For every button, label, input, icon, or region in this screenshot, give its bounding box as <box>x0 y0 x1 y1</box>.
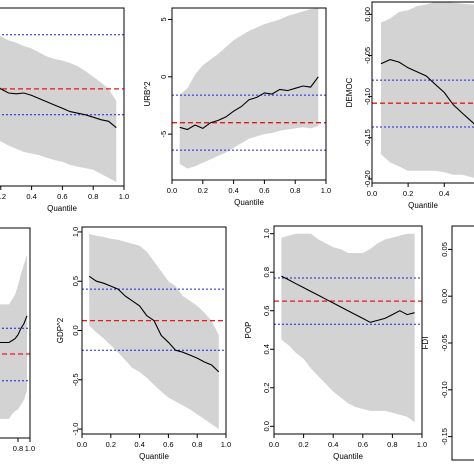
x-axis-label: Quantile <box>47 204 77 213</box>
plot-frame <box>171 7 327 181</box>
x-tick-label: 1.0 <box>221 440 231 449</box>
y-tick-label: -0.15 <box>440 428 449 445</box>
y-tick-label: -0.05 <box>440 334 449 351</box>
x-axis-label: Quantile <box>408 201 438 210</box>
plot-frame <box>371 1 474 184</box>
x-tick-label: 1.0 <box>321 186 331 195</box>
y-axis-label: URB^2 <box>143 81 152 107</box>
x-tick-label: 0.4 <box>26 192 36 201</box>
y-tick-label: 0.5 <box>71 276 80 286</box>
y-tick-label: -0.05 <box>363 47 372 64</box>
y-axis-label: GDP^2 <box>56 317 65 343</box>
x-tick-label: 0.2 <box>198 186 208 195</box>
x-tick-label: 1.0 <box>417 440 427 449</box>
y-tick-label: 0 <box>159 75 168 79</box>
plot-frame <box>0 227 31 439</box>
y-tick-label: -0.5 <box>71 373 80 386</box>
y-tick-label: -0.15 <box>363 129 372 146</box>
y-tick-label: -1.0 <box>71 423 80 436</box>
confidence-band <box>179 8 319 169</box>
x-tick-label: 0.2 <box>298 440 308 449</box>
x-tick-label: 0.4 <box>134 440 144 449</box>
y-tick-label: 0.6 <box>262 306 271 316</box>
plot-frame <box>0 7 125 187</box>
y-tick-label: 1.0 <box>71 227 80 237</box>
y-tick-label: 0.00 <box>440 289 449 304</box>
x-tick-label: 0.2 <box>403 189 413 198</box>
panel-6: 0.0 0.2 0.4 0.6 0.8 1.0 Quantile 0.0 0.2 0.4 0.6 0.… <box>244 225 427 461</box>
x-tick-label: 0.0 <box>77 440 87 449</box>
y-tick-label: 5 <box>159 17 168 21</box>
x-tick-label: 1.0 <box>119 192 129 201</box>
panel-3: 0.00.20.40.6Quantile-0.20-0.15-0.10-0.05… <box>345 1 474 210</box>
confidence-band <box>0 35 117 182</box>
panel-2: 0.0 0.2 0.4 0.6 0.8 1.0 Quantile -5 0 5 URB^2 <box>143 7 331 207</box>
x-tick-label: 0.6 <box>358 440 368 449</box>
y-tick-label: 0.4 <box>262 344 271 354</box>
x-tick-label: 0.8 <box>290 186 300 195</box>
x-tick-label: 0.2 <box>0 192 6 201</box>
confidence-band <box>0 254 27 419</box>
plot-frame <box>273 225 423 435</box>
confidence-band <box>381 2 474 178</box>
y-tick-label: 0.2 <box>262 383 271 393</box>
y-tick-label: -5 <box>159 131 168 138</box>
confidence-band <box>89 233 219 430</box>
y-axis-label: DEMOC <box>345 77 354 107</box>
plot-frame <box>451 225 474 461</box>
y-tick-label: 0.05 <box>440 242 449 257</box>
y-tick-label: -0.10 <box>440 381 449 398</box>
x-tick-label: 0.8 <box>13 444 23 453</box>
x-tick-label: 0.0 <box>269 440 279 449</box>
x-tick-label: 0.8 <box>192 440 202 449</box>
x-tick-label: 1.0 <box>25 444 35 453</box>
panel-1: 0.2 0.4 0.6 0.8 1.0 Quantile <box>0 7 129 213</box>
x-tick-label: 0.4 <box>228 186 238 195</box>
y-tick-label: -0.20 <box>363 170 372 187</box>
x-axis-label: Quantile <box>139 452 169 461</box>
x-tick-label: 0.0 <box>167 186 177 195</box>
confidence-band <box>281 233 415 423</box>
x-axis-label: Quantile <box>234 198 264 207</box>
quantile-estimate-line <box>281 275 415 323</box>
x-tick-label: 0.8 <box>387 440 397 449</box>
quantile-estimate-line <box>0 315 28 344</box>
y-axis-label: POP <box>244 322 253 339</box>
x-tick-label: 0.4 <box>439 189 449 198</box>
x-tick-label: 0.4 <box>328 440 338 449</box>
quantile-estimate-line <box>380 59 474 125</box>
y-axis-label: FDI <box>421 337 430 350</box>
y-tick-label: 0.0 <box>71 325 80 335</box>
panel-5: 0.0 0.2 0.4 0.6 0.8 1.0 Quantile -1.0 -0.5 0.0 0.5… <box>56 226 231 461</box>
quantile-estimate-line <box>0 87 117 129</box>
quantile-estimate-line <box>179 76 319 131</box>
panel-7: -0.15 -0.10 -0.05 0.00 0.05 FDI <box>421 225 474 461</box>
y-tick-label: 0.0 <box>262 421 271 431</box>
x-tick-label: 0.6 <box>163 440 173 449</box>
quantile-estimate-line <box>88 275 220 373</box>
x-tick-label: 0.6 <box>57 192 67 201</box>
x-tick-label: 0.8 <box>88 192 98 201</box>
x-tick-label: 0.6 <box>259 186 269 195</box>
y-tick-label: 0.8 <box>262 267 271 277</box>
x-tick-label: 0.2 <box>106 440 116 449</box>
y-tick-label: -0.10 <box>363 88 372 105</box>
y-tick-label: 1.0 <box>262 228 271 238</box>
x-axis-label: Quantile <box>333 452 363 461</box>
x-tick-label: 0.0 <box>367 189 377 198</box>
y-tick-label: 0.00 <box>363 7 372 22</box>
panel-4: 0.8 1.0 <box>0 227 35 453</box>
